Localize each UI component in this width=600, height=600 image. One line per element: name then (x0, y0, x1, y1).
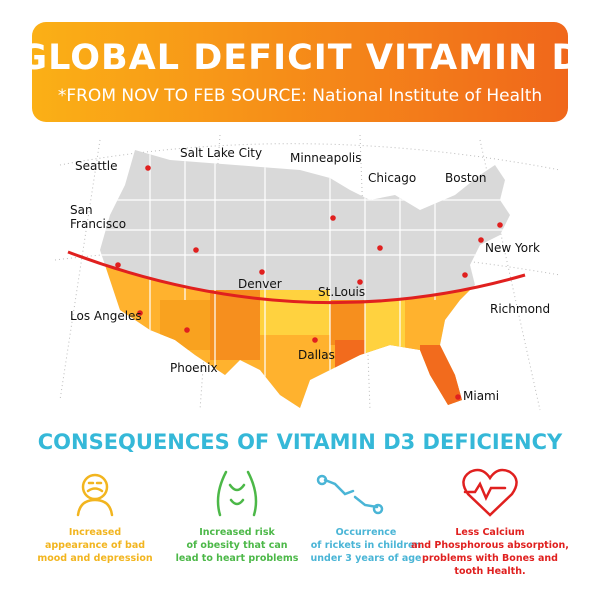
consequence-text: Increased (68, 527, 122, 538)
city-label: Miami (463, 389, 500, 403)
city-dot (330, 215, 336, 221)
city-label: Seattle (75, 159, 118, 173)
consequence-text: of obesity that can (186, 540, 288, 551)
consequence-text: problems with Bones and (422, 553, 558, 564)
city-label: Salt Lake City (180, 146, 263, 160)
city-label: Richmond (490, 302, 551, 316)
subtitle: *FROM NOV TO FEB SOURCE: National Instit… (57, 86, 543, 106)
city-dot (497, 222, 503, 228)
city-dot (357, 279, 363, 285)
city-dot (259, 269, 265, 275)
consequence-text: of rickets in children (310, 540, 422, 551)
consequence-text: Increased risk (199, 527, 275, 538)
consequence-text: Less Calcium (455, 527, 525, 538)
city-label: St.Louis (318, 285, 366, 299)
consequence-text: Occurrence (335, 527, 397, 538)
consequence-text: under 3 years of age (310, 553, 422, 564)
city-dot (478, 237, 484, 243)
city-dot (462, 272, 468, 278)
header-banner (32, 22, 568, 122)
city-label: Denver (238, 277, 282, 291)
consequence-text: and Phosphorous absorption, (411, 540, 569, 551)
consequence-text: appearance of bad (44, 540, 146, 551)
title: GLOBAL DEFICIT VITAMIN D (18, 38, 582, 78)
city-dot (193, 247, 199, 253)
city-label: San Francisco (70, 203, 127, 231)
city-label: Phoenix (170, 361, 218, 375)
city-dot (455, 394, 461, 400)
consequence-text: tooth Health. (454, 566, 526, 577)
deficit-line (67, 250, 526, 305)
city-label: Chicago (368, 171, 417, 185)
city-label: Boston (445, 171, 487, 185)
city-label: Minneapolis (290, 151, 362, 165)
city-label: Los Angeles (70, 309, 142, 323)
city-dot (145, 165, 151, 171)
city-label: Dallas (298, 348, 335, 362)
city-dot (312, 337, 318, 343)
city-dot (137, 310, 143, 316)
city-dot (184, 327, 190, 333)
consequence-text: lead to heart problems (175, 553, 299, 564)
section-title: CONSEQUENCES OF VITAMIN D3 DEFICIENCY (37, 430, 563, 454)
icons (76, 468, 518, 517)
city-label: New York (485, 241, 540, 255)
city-dot (377, 245, 383, 251)
consequence-text: mood and depression (37, 553, 153, 564)
city-dot (115, 262, 121, 268)
